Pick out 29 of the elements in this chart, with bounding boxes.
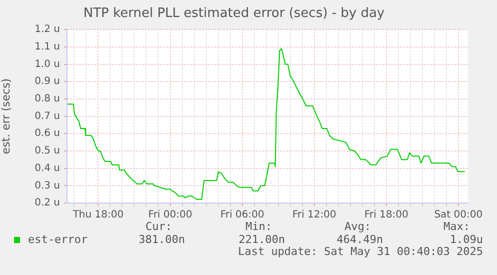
x-tick-label: Fri 12:00 xyxy=(292,210,336,221)
text: Avg: xyxy=(344,220,371,233)
chart-title: NTP kernel PLL estimated error (secs) - by day xyxy=(83,6,385,22)
text: 381.00n xyxy=(138,233,185,246)
text: 221.00n xyxy=(238,233,285,246)
y-tick-label: 0.5 u xyxy=(34,146,60,157)
x-tick-label: Fri 00:00 xyxy=(148,210,192,221)
y-tick-label: 0.7 u xyxy=(34,110,60,122)
text: Max: xyxy=(444,220,470,233)
x-tick-label: Sat 00:00 xyxy=(434,210,483,221)
y-axis-title: est. err (secs) xyxy=(0,78,12,154)
x-tick-label: Fri 06:00 xyxy=(220,210,264,221)
text: 1.09u xyxy=(450,233,483,246)
y-tick-label: 0.6 u xyxy=(34,128,60,140)
y-tick-label: 1.0 u xyxy=(34,58,60,70)
text: 464.49n xyxy=(336,233,383,246)
text: Min: xyxy=(246,220,272,233)
y-tick-label: 0.8 u xyxy=(34,94,60,105)
y-tick-label: 0.3 u xyxy=(34,180,60,192)
x-tick-label: Thu 18:00 xyxy=(72,210,124,221)
y-tick-label: 0.4 u xyxy=(34,162,60,174)
text: Last update: Sat May 31 00:40:03 2025 xyxy=(238,245,483,258)
legend-label: est-error xyxy=(28,233,88,246)
y-tick-label: 0.2 u xyxy=(34,198,60,209)
x-tick-label: Fri 18:00 xyxy=(364,210,408,221)
y-tick-label: 1.2 u xyxy=(34,24,60,36)
text: Cur: xyxy=(146,220,172,233)
y-tick-label: 0.9 u xyxy=(34,76,60,88)
y-tick-label: 1.1 u xyxy=(34,42,60,53)
